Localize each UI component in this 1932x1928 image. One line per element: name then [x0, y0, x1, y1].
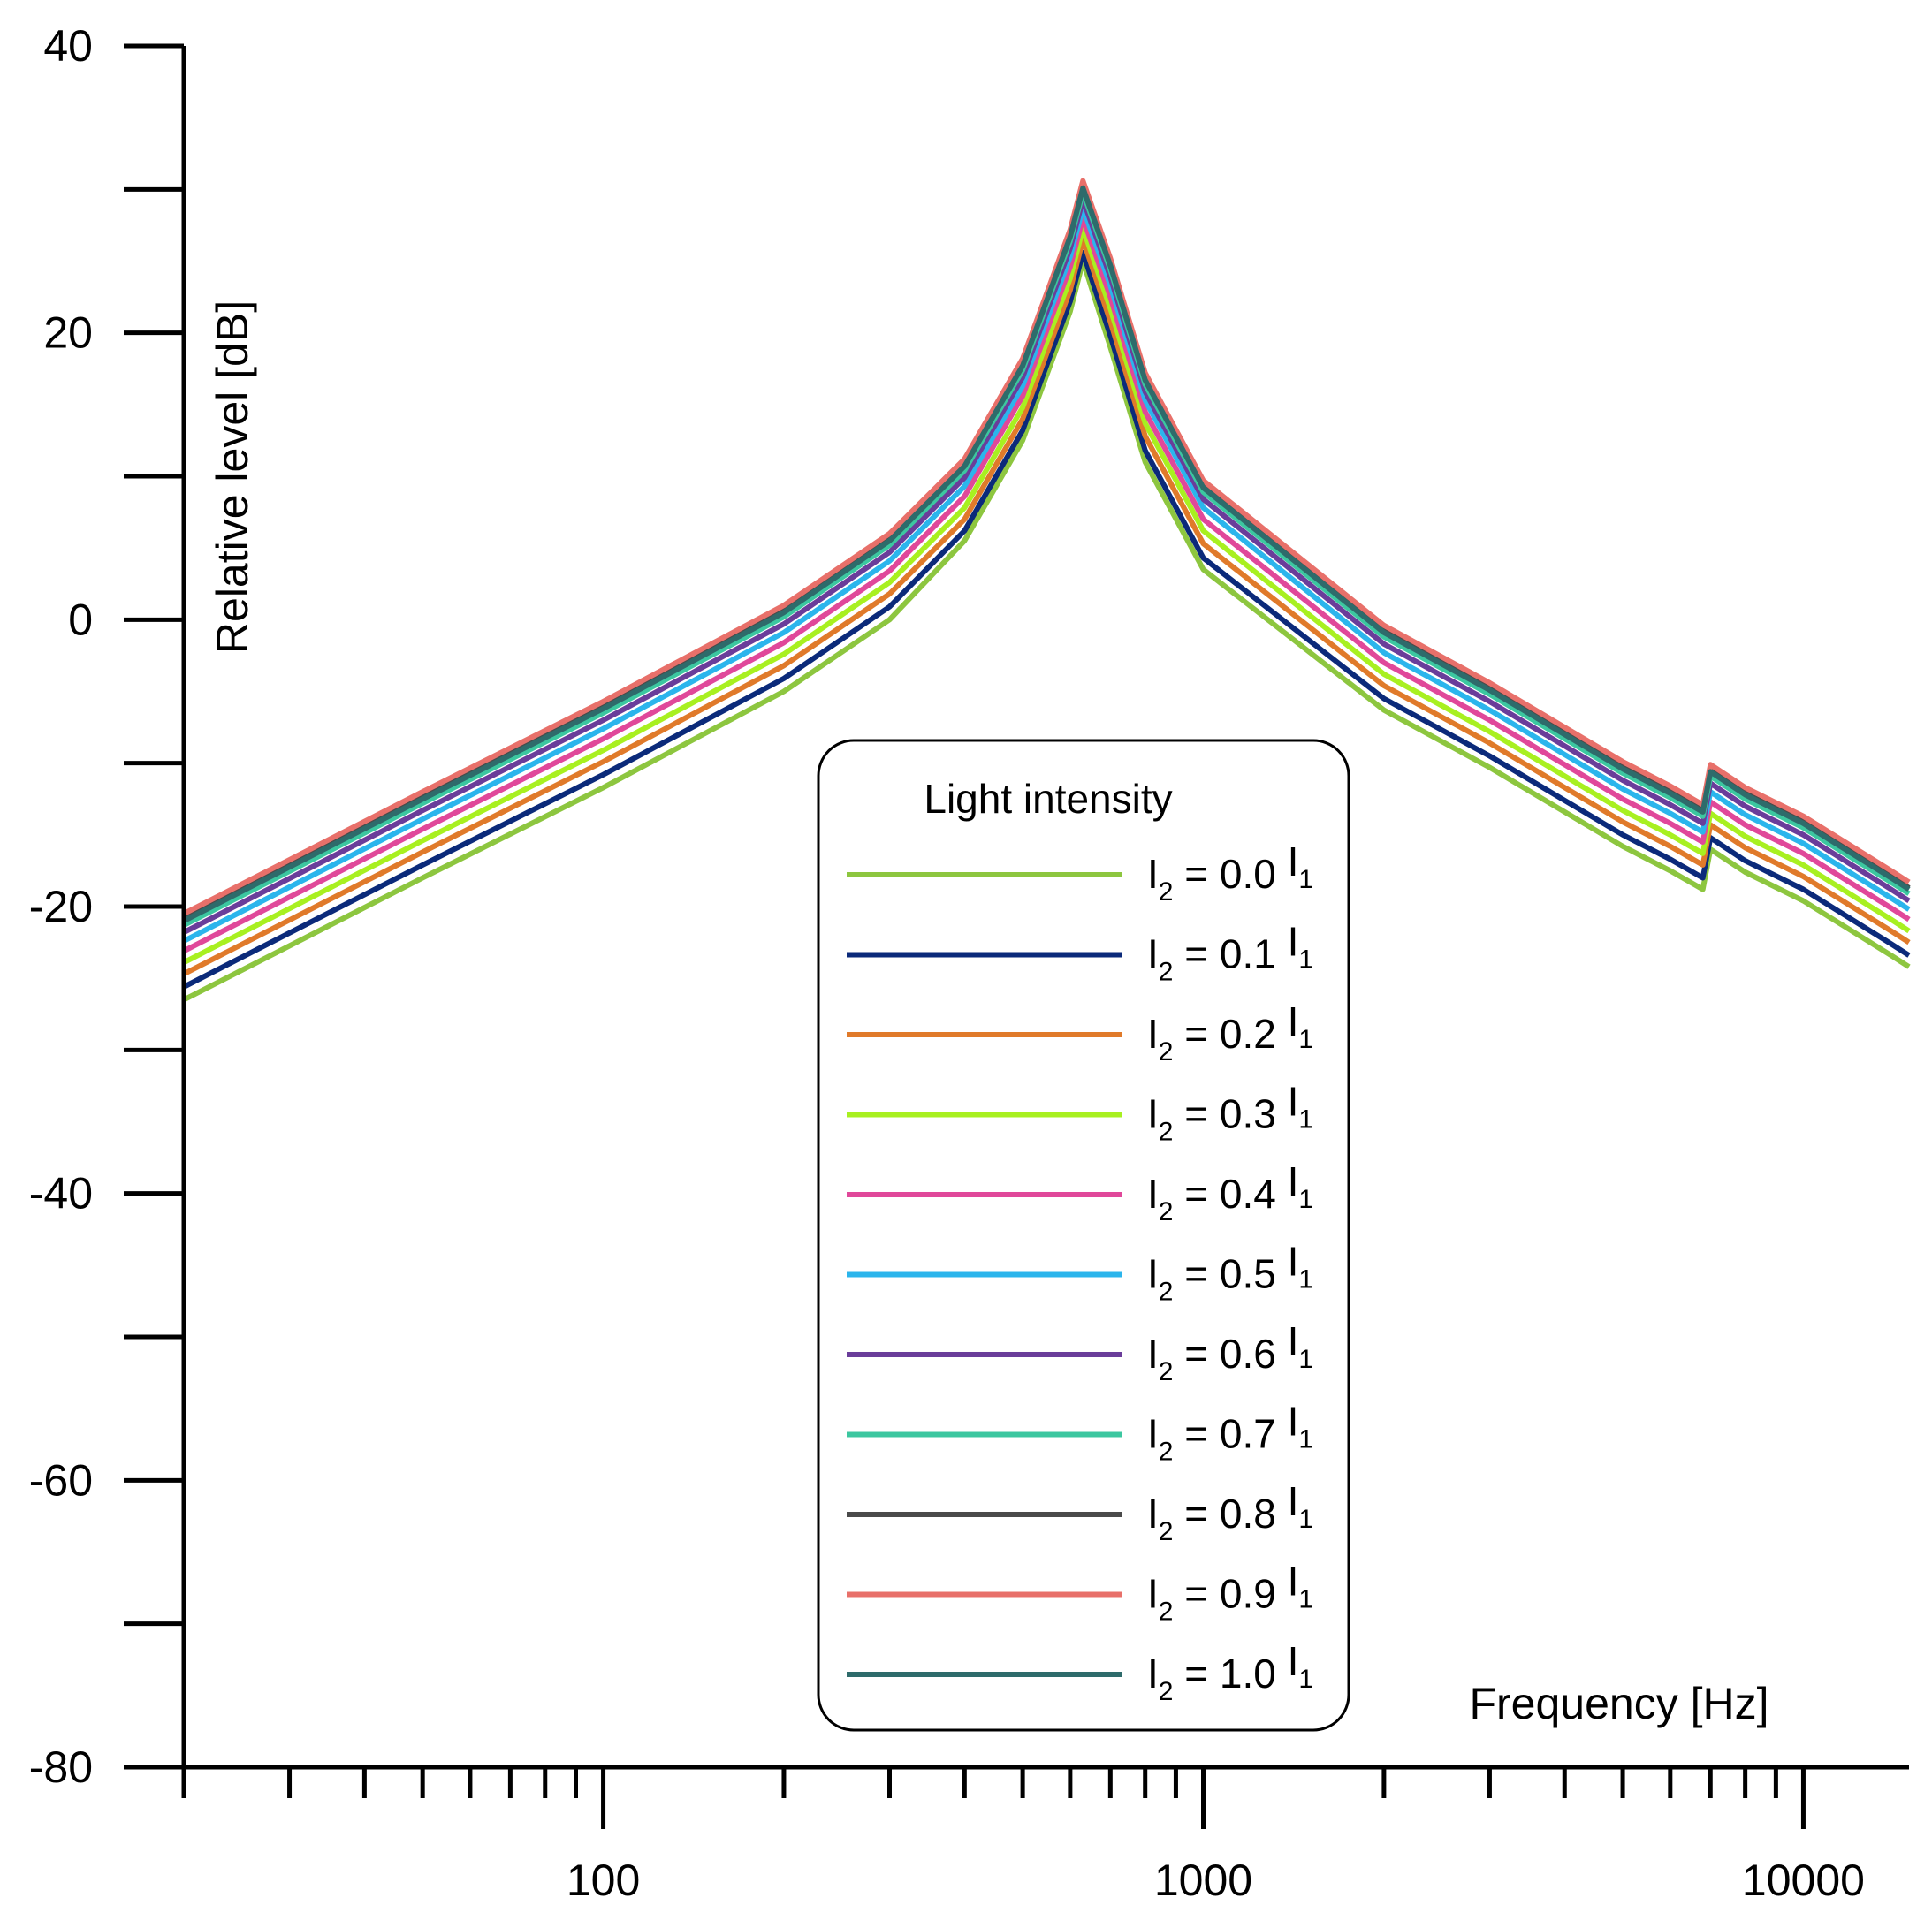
legend-label-5: I2 = 0.5 I1	[1147, 1239, 1313, 1307]
series-line-2	[182, 237, 1911, 976]
series-line-4	[182, 215, 1911, 953]
x-tick-label: 10000	[1742, 1856, 1865, 1905]
legend-label-10: I2 = 1.0 I1	[1147, 1638, 1313, 1706]
series-curves	[182, 178, 1911, 1003]
legend-label-1: I2 = 0.1 I1	[1147, 919, 1313, 987]
series-line-6	[182, 196, 1911, 935]
series-line-5	[182, 205, 1911, 944]
y-tick-label: -20	[29, 882, 93, 931]
series-line-10	[182, 185, 1911, 923]
y-tick-label: 20	[43, 308, 93, 358]
series-line-0	[182, 258, 1911, 1003]
legend-box	[817, 739, 1350, 1732]
x-axis-title: Frequency [Hz]	[1469, 1679, 1768, 1728]
legend-label-3: I2 = 0.3 I1	[1147, 1079, 1313, 1147]
axes: 40 20 0 -20 -40 -60 -80 100 1000 10000	[29, 21, 1909, 1905]
x-tick-label: 100	[567, 1856, 640, 1905]
legend-items: I2 = 0.0 I1 I2 = 0.1 I1 I2 = 0.2 I1 I2 = 0.…	[847, 839, 1313, 1706]
series-line-1	[182, 249, 1911, 990]
x-tick-label: 1000	[1154, 1856, 1252, 1905]
legend-label-6: I2 = 0.6 I1	[1147, 1318, 1313, 1386]
y-tick-label: 0	[68, 595, 93, 644]
legend-label-0: I2 = 0.0 I1	[1147, 839, 1313, 907]
y-tick-label: -60	[29, 1455, 93, 1505]
legend-label-7: I2 = 0.7 I1	[1147, 1399, 1313, 1467]
y-tick-label: -80	[29, 1742, 93, 1792]
series-line-9	[182, 178, 1911, 916]
legend-label-4: I2 = 0.4 I1	[1147, 1158, 1313, 1226]
y-tick-label: 40	[43, 21, 93, 71]
y-axis-title: Relative level [dB]	[208, 300, 257, 654]
legend-label-2: I2 = 0.2 I1	[1147, 998, 1313, 1066]
y-axis-ticks: 40 20 0 -20 -40 -60 -80	[29, 21, 184, 1792]
x-axis-ticks: 100 1000 10000	[181, 1767, 1865, 1905]
series-line-3	[182, 225, 1911, 965]
legend-label-8: I2 = 0.8 I1	[1147, 1478, 1313, 1546]
legend-label-9: I2 = 0.9 I1	[1147, 1559, 1313, 1627]
y-tick-label: -40	[29, 1169, 93, 1218]
legend-title: Light intensity	[924, 776, 1172, 822]
